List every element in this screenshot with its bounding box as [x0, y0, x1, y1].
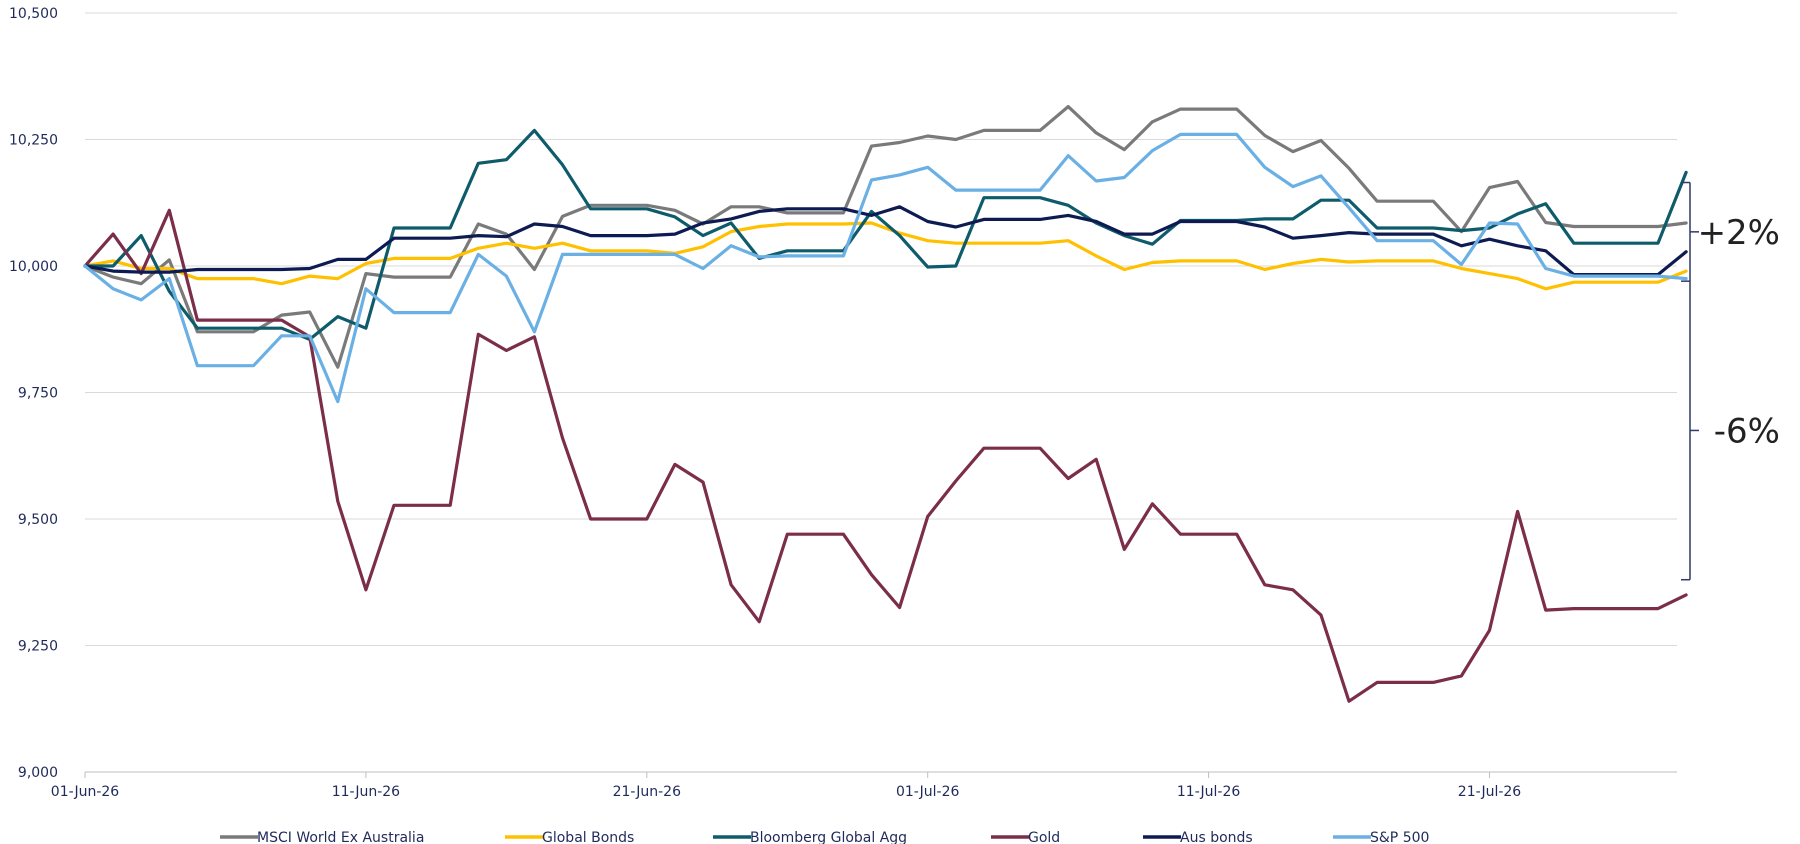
annotations: +2% -6% — [1681, 181, 1780, 581]
y-tick-label: 9,750 — [18, 386, 58, 402]
legend-label: Global Bonds — [542, 830, 634, 844]
legend-label: MSCI World Ex Australia — [257, 830, 424, 844]
annotation-label: -6% — [1714, 411, 1780, 451]
y-tick-label: 10,000 — [9, 259, 58, 275]
x-tick-label: 01-Jul-26 — [896, 784, 959, 800]
y-tick-label: 9,250 — [18, 639, 58, 655]
y-axis-ticks: 9,000 9,250 9,500 9,750 10,000 10,250 10,500 — [9, 6, 58, 781]
x-tick-label: 01-Jun-26 — [51, 784, 119, 800]
series-lines — [83, 104, 1688, 703]
legend-label: Bloomberg Global Agg — [750, 830, 907, 844]
series-line-aus-bonds — [83, 205, 1688, 277]
x-tick-label: 11-Jun-26 — [332, 784, 400, 800]
series-line-bloomberg-global-agg — [83, 128, 1688, 341]
gridlines — [85, 12, 1677, 773]
y-tick-label: 10,250 — [9, 133, 58, 149]
x-tick-label: 11-Jul-26 — [1177, 784, 1240, 800]
series-line-gold — [83, 208, 1688, 703]
legend-label: S&P 500 — [1370, 830, 1429, 844]
annotation-label: +2% — [1698, 213, 1780, 253]
series-line-s-p-500 — [83, 132, 1688, 404]
x-tick-label: 21-Jul-26 — [1458, 784, 1521, 800]
x-tick-label: 21-Jun-26 — [613, 784, 681, 800]
legend-label: Gold — [1028, 830, 1060, 844]
y-tick-label: 10,500 — [9, 6, 58, 22]
legend: MSCI World Ex Australia Global Bonds Bloom… — [220, 830, 1429, 844]
series-line-msci-world-ex-australia — [83, 104, 1688, 369]
x-axis: 01-Jun-26 11-Jun-26 21-Jun-26 01-Jul-26 11-J… — [51, 771, 1677, 800]
series-line-global-bonds — [83, 221, 1688, 291]
y-tick-label: 9,000 — [18, 765, 58, 781]
y-tick-label: 9,500 — [18, 512, 58, 528]
legend-label: Aus bonds — [1180, 830, 1253, 844]
